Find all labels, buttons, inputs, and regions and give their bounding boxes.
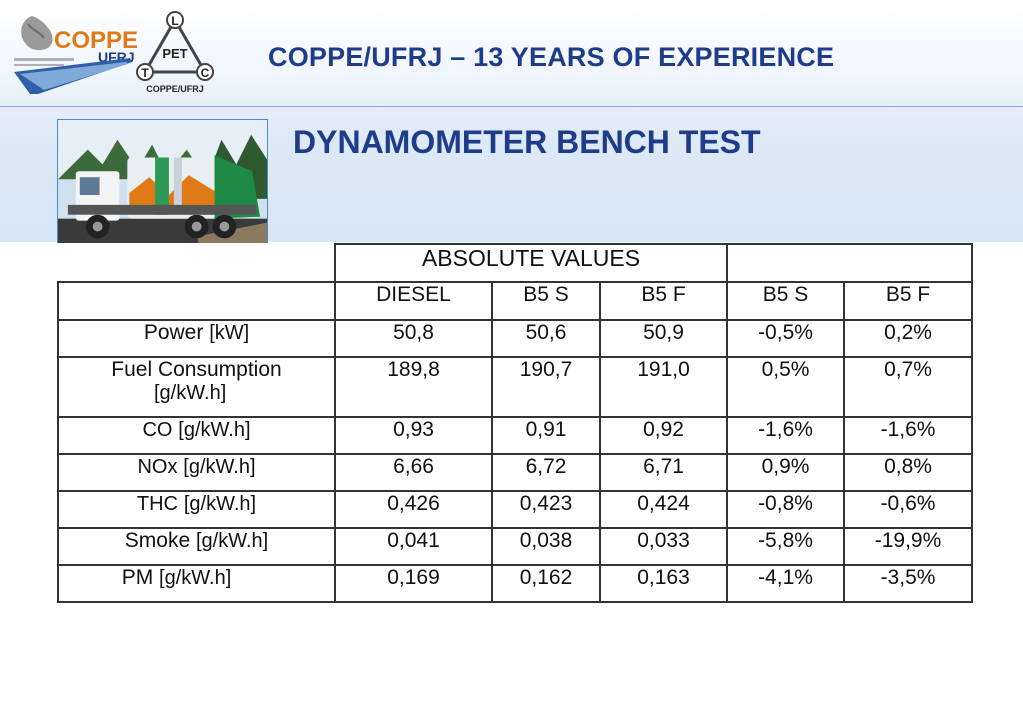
- row-unit: [g/kW.h]: [183, 493, 257, 515]
- table-cell: -4,1%: [726, 564, 845, 603]
- row-unit: [g/kW.h]: [183, 456, 256, 478]
- table-cell: 191,0: [599, 356, 728, 418]
- column-header-b5s-abs: B5 S: [491, 281, 601, 321]
- table-cell: 0,93: [334, 416, 493, 455]
- dynamometer-results-table: ABSOLUTE VALUES DIESEL B5 S B5 F B5 S B5…: [57, 243, 973, 603]
- table-cell: 0,041: [334, 527, 493, 566]
- row-label: THC [g/kW.h]: [57, 490, 336, 529]
- table-cell: -19,9%: [843, 527, 973, 566]
- row-unit: [g/kW.h]: [159, 567, 232, 589]
- pet-logo-caption: COPPE/UFRJ: [146, 84, 204, 94]
- row-unit: [g/kW.h]: [154, 382, 227, 404]
- table-group-header-row: ABSOLUTE VALUES: [58, 243, 973, 283]
- row-unit: [g/kW.h]: [178, 419, 251, 441]
- table-cell: 50,6: [491, 319, 601, 358]
- column-header-diesel: DIESEL: [334, 281, 493, 321]
- row-label: Fuel Consumption [g/kW.h]: [57, 356, 336, 418]
- table-row-smoke: Smoke [g/kW.h] 0,041 0,038 0,033 -5,8% -…: [57, 527, 973, 566]
- table-cell: -1,6%: [843, 416, 973, 455]
- relative-values-header: [726, 243, 973, 283]
- absolute-values-label: ABSOLUTE VALUES: [421, 245, 641, 271]
- table-cell: -5,8%: [726, 527, 845, 566]
- table-cell: -0,5%: [726, 319, 845, 358]
- row-label: PM [g/kW.h]: [57, 564, 336, 603]
- table-cell: 0,7%: [843, 356, 973, 418]
- coppe-logo-text: COPPE: [54, 27, 138, 54]
- row-unit: [kW]: [209, 322, 250, 344]
- table-cell: -0,8%: [726, 490, 845, 529]
- table-cell: 0,426: [334, 490, 493, 529]
- row-label-header-cell: [57, 281, 336, 321]
- row-label: NOx [g/kW.h]: [57, 453, 336, 492]
- table-cell: 0,424: [599, 490, 728, 529]
- table-cell: 0,163: [599, 564, 728, 603]
- row-name: NOx: [137, 456, 178, 478]
- table-row-pm: PM [g/kW.h] 0,169 0,162 0,163 -4,1% -3,5…: [57, 564, 973, 603]
- page-title: COPPE/UFRJ – 13 YEARS OF EXPERIENCE: [268, 42, 835, 72]
- pet-letter-c: C: [201, 66, 210, 80]
- table-cell: 189,8: [334, 356, 493, 418]
- table-row-nox: NOx [g/kW.h] 6,66 6,72 6,71 0,9% 0,8%: [57, 453, 973, 492]
- table-cell: 0,2%: [843, 319, 973, 358]
- row-name: Smoke: [124, 529, 191, 552]
- row-name: PM: [121, 566, 154, 589]
- table-row-power: Power [kW] 50,8 50,6 50,9 -0,5% 0,2%: [57, 319, 973, 358]
- table-cell: 0,162: [491, 564, 601, 603]
- table-cell: 0,038: [491, 527, 601, 566]
- row-name: Power: [143, 321, 204, 344]
- column-header-b5f-abs: B5 F: [599, 281, 728, 321]
- table-cell: 0,9%: [726, 453, 845, 492]
- table-cell: 0,423: [491, 490, 601, 529]
- row-unit: [g/kW.h]: [195, 530, 269, 552]
- column-header-b5f-rel: B5 F: [843, 281, 973, 321]
- table-cell: 0,169: [334, 564, 493, 603]
- table-row-fuel-consumption: Fuel Consumption [g/kW.h] 189,8 190,7 191…: [57, 356, 973, 418]
- row-label: Power [kW]: [57, 319, 336, 358]
- table-cell: 0,5%: [726, 356, 845, 418]
- table-cell: -1,6%: [726, 416, 845, 455]
- table-cell: 6,71: [599, 453, 728, 492]
- blank-corner-cell: [58, 244, 335, 282]
- table-cell: 50,9: [599, 319, 728, 358]
- coppe-logo: COPPE UFRJ: [14, 16, 138, 94]
- row-label: CO [g/kW.h]: [57, 416, 336, 455]
- table-cell: 0,033: [599, 527, 728, 566]
- row-name: Fuel Consumption: [111, 358, 282, 381]
- coppe-emblem-icon: [21, 16, 53, 51]
- table-cell: 6,72: [491, 453, 601, 492]
- pet-logo-text: PET: [162, 46, 187, 61]
- pet-letter-t: T: [141, 66, 149, 80]
- column-header-b5s-rel: B5 S: [726, 281, 845, 321]
- table-cell: -3,5%: [843, 564, 973, 603]
- table-cell: 190,7: [491, 356, 601, 418]
- header-divider: [0, 106, 1023, 107]
- table-row-co: CO [g/kW.h] 0,93 0,91 0,92 -1,6% -1,6%: [57, 416, 973, 455]
- pet-letter-l: L: [171, 14, 178, 28]
- table-column-header-row: DIESEL B5 S B5 F B5 S B5 F: [57, 281, 973, 321]
- row-name: THC: [136, 493, 178, 515]
- absolute-values-header: ABSOLUTE VALUES: [334, 243, 728, 283]
- table-cell: 6,66: [334, 453, 493, 492]
- row-name: CO: [142, 419, 173, 441]
- section-title: DYNAMOMETER BENCH TEST: [293, 124, 761, 160]
- table-cell: 50,8: [334, 319, 493, 358]
- table-cell: -0,6%: [843, 490, 973, 529]
- table-cell: 0,92: [599, 416, 728, 455]
- table-row-thc: THC [g/kW.h] 0,426 0,423 0,424 -0,8% -0,…: [57, 490, 973, 529]
- table-cell: 0,91: [491, 416, 601, 455]
- pet-logo: L T C PET COPPE/UFRJ: [136, 11, 214, 94]
- row-label: Smoke [g/kW.h]: [57, 527, 336, 566]
- table-cell: 0,8%: [843, 453, 973, 492]
